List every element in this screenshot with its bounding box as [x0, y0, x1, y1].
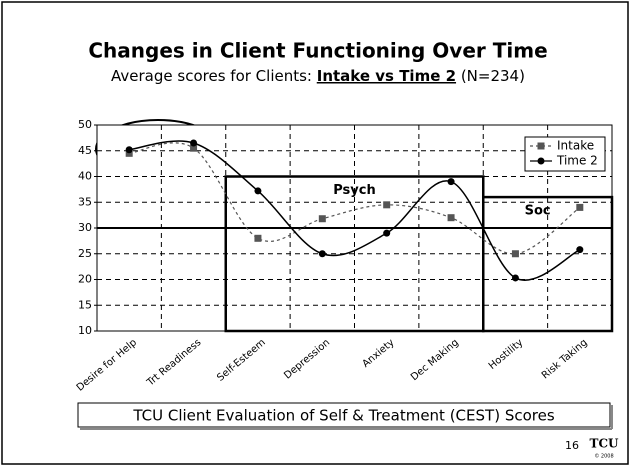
subtitle-text: Average scores for Clients:	[111, 67, 317, 85]
marker	[383, 201, 391, 209]
marker	[576, 203, 584, 211]
y-tick-label: 35	[78, 195, 92, 208]
subtitle-text: (N=234)	[456, 67, 525, 85]
y-tick-label: 50	[78, 118, 92, 131]
marker	[125, 146, 133, 154]
y-tick-label: 25	[78, 247, 92, 260]
chart-title: Changes in Client Functioning Over Time	[88, 39, 547, 63]
series-line	[129, 140, 581, 281]
y-tick-label: 10	[78, 324, 92, 337]
marker	[190, 139, 198, 147]
logo: TCU	[590, 437, 619, 451]
legend-label: Time 2	[556, 154, 598, 168]
page-number: 16	[565, 439, 579, 452]
marker	[254, 234, 262, 242]
y-tick-label: 45	[78, 144, 92, 157]
marker	[318, 215, 326, 223]
marker	[447, 178, 455, 186]
marker	[318, 250, 326, 258]
marker	[511, 274, 519, 282]
region-box	[482, 195, 614, 333]
footer-box	[77, 402, 611, 428]
subtitle: Average scores for Clients: Intake vs Ti…	[111, 67, 525, 85]
y-tick-label: 30	[78, 221, 92, 234]
region-label: Soc	[525, 204, 551, 219]
marker	[576, 246, 584, 254]
subtitle-emphasis: Intake vs Time 2	[317, 67, 456, 85]
y-tick-label: 20	[78, 273, 92, 286]
region-label: Psych	[333, 183, 375, 198]
marker	[447, 214, 455, 222]
marker	[190, 144, 198, 152]
copyright: © 2008	[594, 453, 613, 460]
marker	[254, 187, 262, 195]
marker	[125, 149, 133, 157]
footer: TCU Client Evaluation of Self & Treatmen…	[132, 407, 554, 425]
legend-marker	[537, 142, 545, 150]
y-tick-label: 40	[78, 170, 92, 183]
legend-marker	[537, 157, 545, 165]
marker	[383, 229, 391, 237]
marker	[511, 250, 519, 258]
y-tick-label: 15	[78, 298, 92, 311]
legend-label: Intake	[557, 139, 594, 153]
